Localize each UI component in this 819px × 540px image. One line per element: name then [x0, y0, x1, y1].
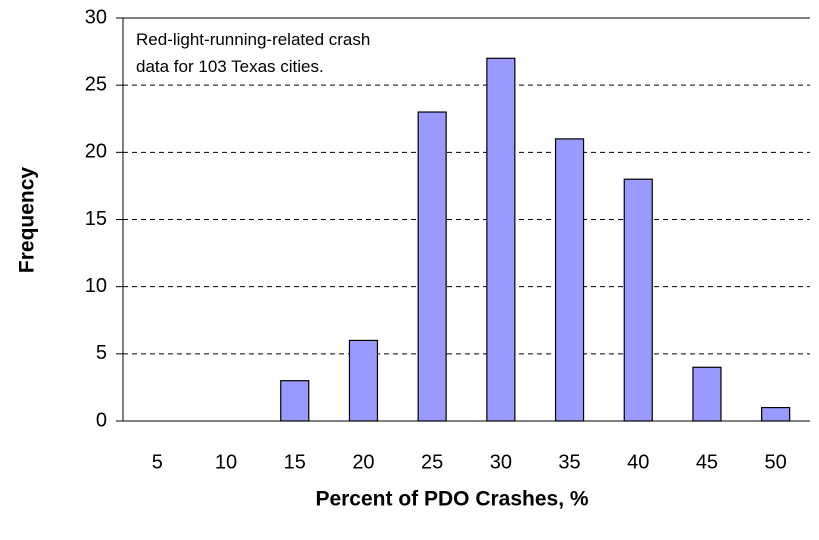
bar: [692, 366, 722, 422]
bar: [486, 57, 516, 422]
bar: [417, 111, 447, 422]
x-tick-label: 5: [152, 451, 163, 473]
x-tick-label: 20: [352, 451, 374, 473]
y-tick-label: 10: [85, 275, 107, 297]
x-axis-label: Percent of PDO Crashes, %: [315, 488, 588, 511]
bar: [348, 339, 379, 422]
x-tick-label: 45: [696, 451, 718, 473]
x-tick-label: 40: [627, 451, 649, 473]
x-tick-label: 50: [765, 451, 787, 473]
y-tick-label: 5: [96, 342, 107, 364]
bar: [623, 178, 653, 422]
x-tick-label: 10: [215, 451, 237, 473]
y-tick-label: 20: [85, 141, 107, 163]
y-tick-label: 30: [85, 6, 107, 28]
bar: [280, 380, 310, 422]
x-tick-label: 15: [284, 451, 306, 473]
bar: [761, 406, 791, 422]
x-tick-label: 25: [421, 451, 443, 473]
bar: [554, 138, 585, 422]
y-tick-label: 15: [85, 208, 107, 230]
y-tick-label: 25: [85, 73, 107, 95]
x-tick-label: 35: [558, 451, 580, 473]
y-tick-label: 0: [96, 409, 107, 431]
annotation: data for 103 Texas cities.: [136, 57, 324, 76]
x-tick-label: 30: [490, 451, 512, 473]
y-axis-label: Frequency: [16, 167, 39, 274]
annotation: Red-light-running-related crash: [136, 30, 370, 49]
